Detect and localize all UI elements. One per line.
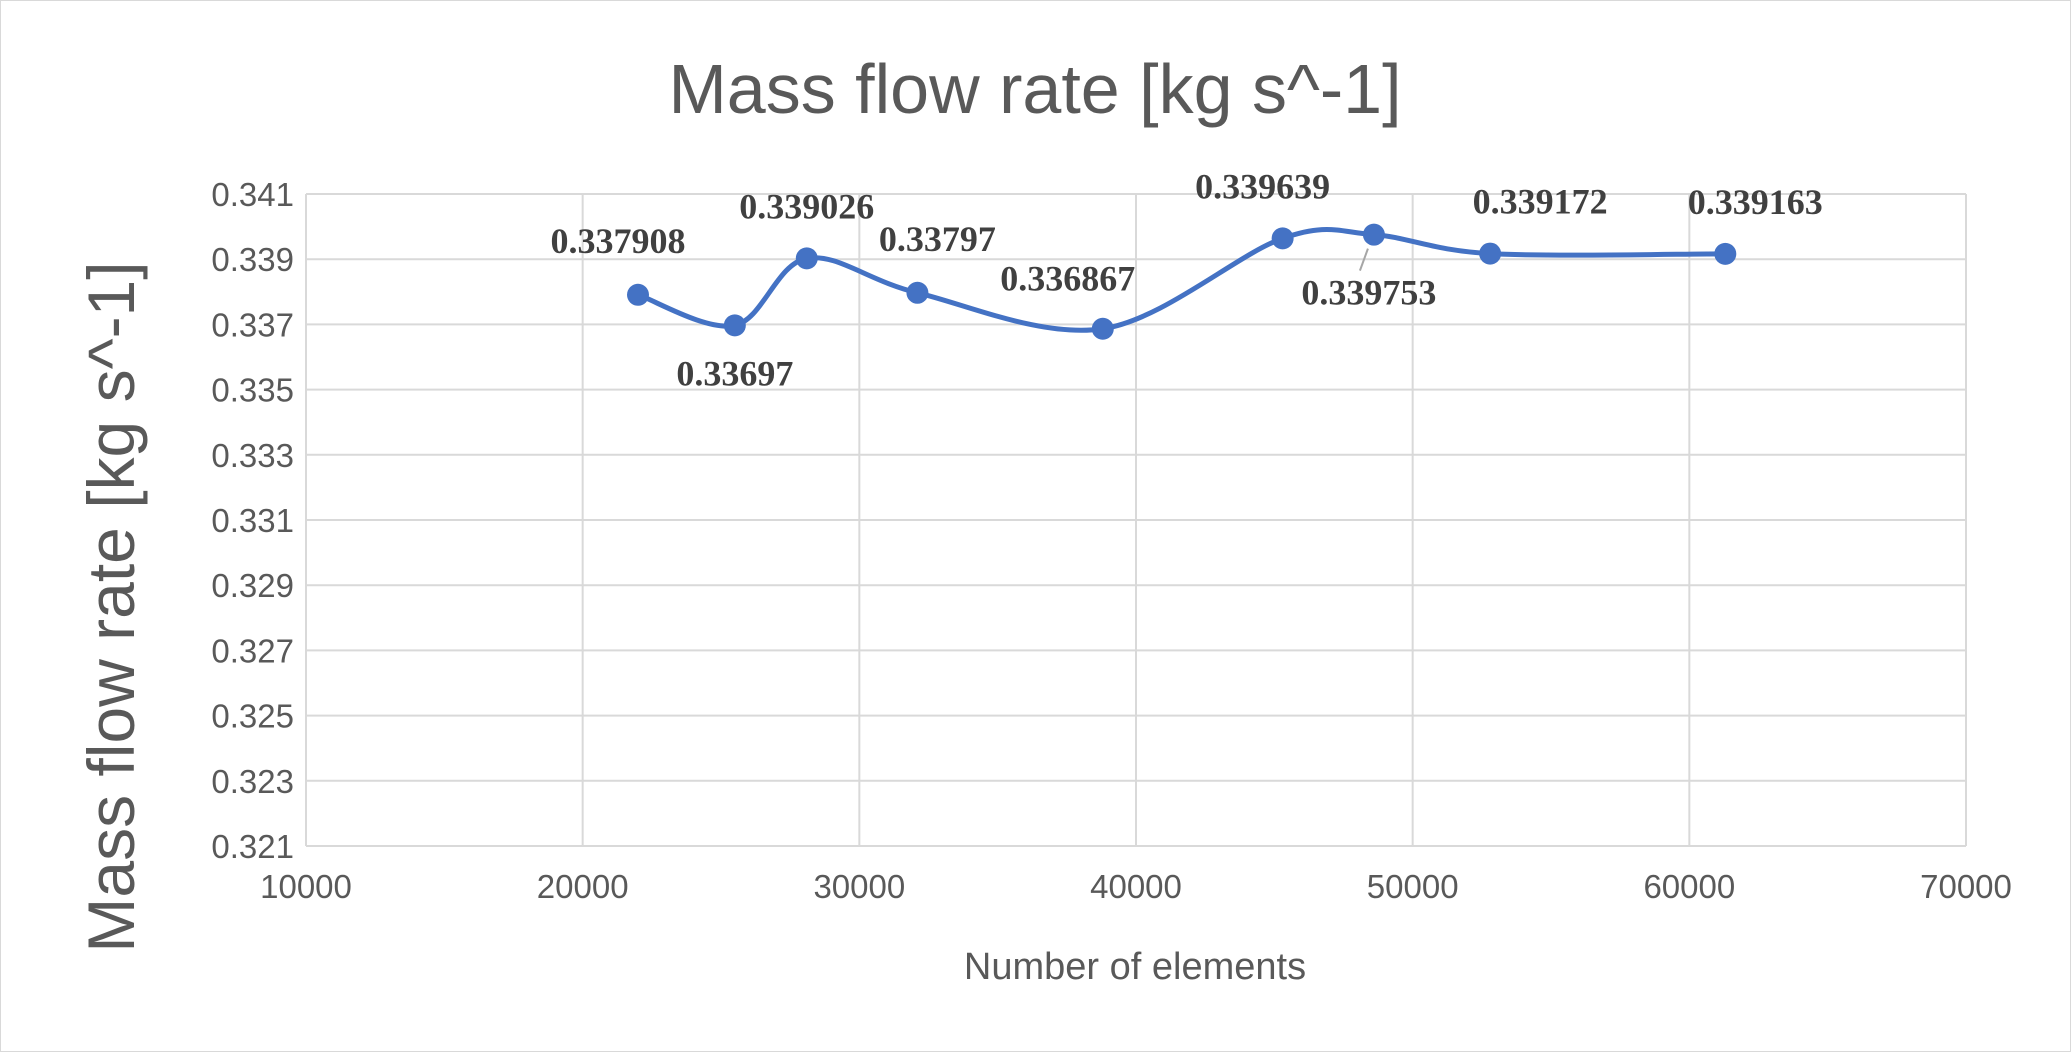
x-axis-title: Number of elements — [964, 946, 1306, 988]
data-point — [627, 283, 649, 306]
y-tick-label: 0.321 — [211, 828, 294, 865]
x-axis-ticks: 10000 20000 30000 40000 50000 60000 70000 — [260, 868, 2012, 905]
x-tick-label: 10000 — [260, 868, 352, 905]
y-tick-label: 0.331 — [211, 502, 294, 539]
data-point — [795, 247, 818, 270]
data-points — [627, 223, 1737, 340]
x-tick-label: 20000 — [537, 868, 629, 905]
x-tick-label: 50000 — [1367, 868, 1459, 905]
y-axis-title: Mass flow rate [kg s^-1] — [74, 261, 148, 952]
y-axis-ticks: 0.321 0.323 0.325 0.327 0.329 0.331 0.333 0.335… — [211, 176, 294, 865]
data-label: 0.33797 — [879, 219, 996, 259]
data-point — [906, 281, 929, 304]
data-label: 0.33697 — [676, 353, 793, 393]
data-label: 0.337908 — [551, 221, 686, 261]
y-tick-label: 0.335 — [211, 372, 294, 409]
data-label: 0.339639 — [1195, 166, 1330, 206]
x-tick-label: 30000 — [813, 868, 905, 905]
data-label: 0.339172 — [1473, 182, 1608, 222]
data-point — [1714, 242, 1737, 265]
x-tick-label: 40000 — [1090, 868, 1182, 905]
data-point — [1362, 223, 1385, 246]
series-line — [637, 227, 1726, 333]
y-tick-label: 0.329 — [211, 567, 294, 604]
x-tick-label: 70000 — [1920, 868, 2012, 905]
data-label: 0.336867 — [1000, 259, 1135, 299]
data-label: 0.339163 — [1688, 182, 1823, 222]
y-tick-label: 0.327 — [211, 632, 294, 669]
data-label: 0.339753 — [1301, 273, 1436, 313]
y-tick-label: 0.339 — [211, 241, 294, 278]
y-tick-label: 0.341 — [211, 176, 294, 213]
y-tick-label: 0.323 — [211, 763, 294, 800]
data-point — [723, 314, 746, 337]
grid — [305, 193, 1967, 847]
y-tick-label: 0.325 — [211, 698, 294, 735]
y-tick-label: 0.337 — [211, 306, 294, 343]
chart-title: Mass flow rate [kg s^-1] — [668, 50, 1401, 128]
y-tick-label: 0.333 — [211, 437, 294, 474]
data-label: 0.339026 — [739, 186, 874, 226]
data-point — [1271, 227, 1294, 250]
label-leader-line — [1358, 248, 1369, 271]
x-tick-label: 60000 — [1643, 868, 1735, 905]
data-point — [1479, 242, 1502, 265]
data-point — [1091, 317, 1114, 340]
